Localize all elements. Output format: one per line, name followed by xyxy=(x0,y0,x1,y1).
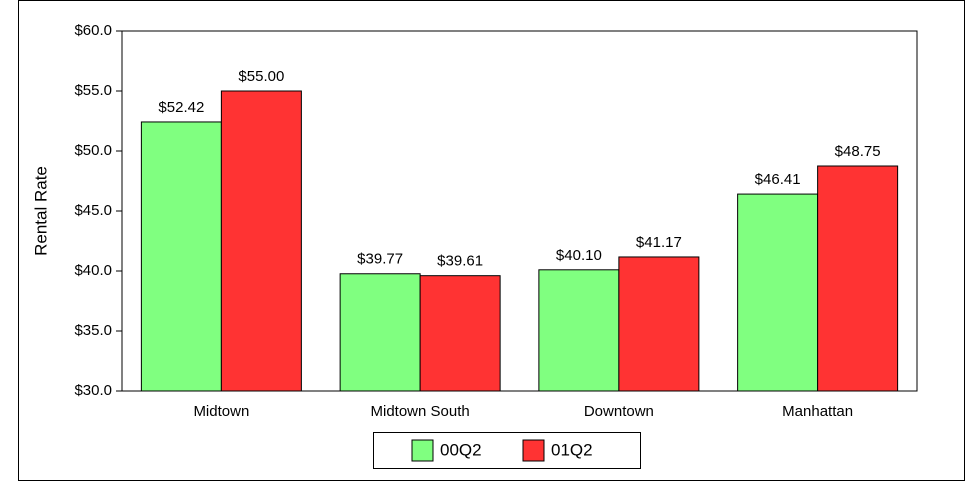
bar xyxy=(737,193,819,392)
value-label: $40.10 xyxy=(556,247,602,264)
bar xyxy=(618,256,700,392)
bar xyxy=(817,165,899,392)
value-label: $52.42 xyxy=(158,99,204,116)
bar xyxy=(538,269,620,392)
value-label: $39.77 xyxy=(357,251,403,268)
bar xyxy=(220,90,302,392)
y-tick-label: $40.0 xyxy=(74,262,112,279)
y-tick-label: $55.0 xyxy=(74,82,112,99)
bar xyxy=(419,275,501,392)
y-axis-label: Rental Rate xyxy=(31,166,50,256)
y-tick-label: $45.0 xyxy=(74,202,112,219)
y-tick-label: $35.0 xyxy=(74,322,112,339)
chart-frame xyxy=(18,0,965,481)
value-label: $55.00 xyxy=(238,68,284,85)
plot-frame xyxy=(121,30,918,392)
legend-swatch xyxy=(522,439,545,462)
legend-swatch xyxy=(411,439,434,462)
legend-label: 01Q2 xyxy=(551,440,593,459)
legend-label: 00Q2 xyxy=(440,440,482,459)
x-tick-label: Midtown xyxy=(193,403,249,420)
x-tick-label: Manhattan xyxy=(782,403,853,420)
x-tick-label: Downtown xyxy=(584,403,654,420)
y-tick-label: $60.0 xyxy=(74,22,112,39)
y-tick-label: $50.0 xyxy=(74,142,112,159)
value-label: $46.41 xyxy=(755,171,801,188)
value-label: $39.61 xyxy=(437,253,483,270)
bar xyxy=(339,273,421,392)
x-tick-label: Midtown South xyxy=(371,403,470,420)
value-label: $48.75 xyxy=(835,143,881,160)
y-tick-label: $30.0 xyxy=(74,382,112,399)
value-label: $41.17 xyxy=(636,234,682,251)
bar xyxy=(140,121,222,392)
